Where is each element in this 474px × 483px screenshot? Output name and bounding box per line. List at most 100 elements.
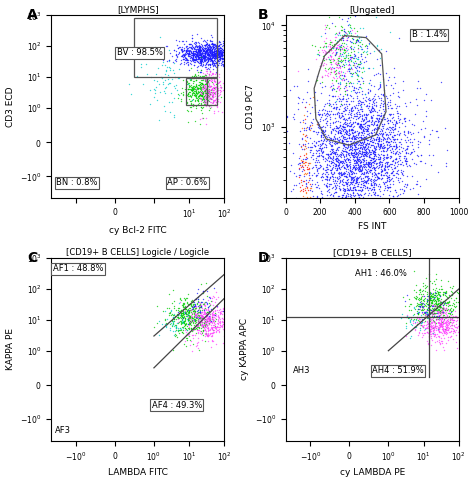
- Point: [346, 146, 353, 154]
- Point: [170, 331, 178, 339]
- Point: [205, 43, 212, 51]
- Point: [382, 178, 389, 186]
- Title: [LYMPHS]: [LYMPHS]: [117, 6, 159, 14]
- Point: [198, 57, 206, 65]
- Point: [392, 173, 400, 181]
- Point: [374, 121, 381, 129]
- Point: [197, 79, 205, 87]
- Point: [197, 53, 205, 61]
- Point: [350, 47, 357, 55]
- Point: [231, 62, 239, 70]
- Point: [402, 220, 410, 228]
- Point: [168, 299, 175, 307]
- Point: [345, 185, 352, 193]
- Point: [386, 155, 394, 162]
- Point: [446, 305, 453, 313]
- Point: [196, 314, 204, 322]
- Point: [367, 175, 374, 183]
- Point: [204, 314, 212, 322]
- Point: [370, 134, 377, 142]
- Point: [354, 38, 362, 45]
- Point: [362, 146, 369, 154]
- Point: [210, 57, 218, 64]
- Point: [189, 300, 197, 308]
- Point: [345, 149, 353, 157]
- Point: [208, 86, 215, 94]
- Point: [416, 183, 424, 190]
- Point: [168, 98, 176, 105]
- Point: [426, 325, 433, 332]
- Point: [182, 305, 190, 313]
- Point: [207, 47, 214, 55]
- Point: [334, 82, 341, 90]
- Point: [383, 186, 391, 194]
- Point: [212, 50, 219, 58]
- Point: [209, 33, 216, 41]
- Point: [207, 318, 215, 326]
- Point: [195, 73, 203, 81]
- Point: [202, 329, 210, 337]
- Point: [196, 318, 204, 326]
- Point: [167, 89, 175, 97]
- Point: [399, 189, 407, 197]
- Point: [332, 105, 340, 113]
- Point: [434, 308, 441, 316]
- Point: [368, 103, 376, 111]
- Point: [343, 173, 350, 181]
- Point: [378, 162, 386, 170]
- Point: [188, 41, 195, 49]
- Point: [188, 313, 196, 321]
- Text: B: B: [258, 8, 268, 22]
- Point: [180, 51, 187, 58]
- Point: [315, 51, 322, 58]
- Point: [373, 130, 381, 138]
- Point: [316, 151, 323, 159]
- Point: [331, 50, 339, 58]
- Point: [431, 302, 439, 310]
- Point: [438, 314, 445, 322]
- Point: [346, 37, 354, 45]
- Point: [206, 319, 213, 327]
- Point: [196, 57, 204, 65]
- Point: [206, 310, 213, 318]
- Point: [359, 151, 367, 158]
- Point: [200, 51, 207, 58]
- Point: [340, 39, 348, 47]
- Point: [351, 164, 359, 172]
- Point: [212, 69, 219, 76]
- Point: [202, 71, 210, 78]
- Point: [301, 155, 309, 163]
- Point: [328, 20, 336, 28]
- Point: [330, 103, 337, 111]
- Point: [455, 289, 463, 297]
- Point: [201, 45, 209, 53]
- Point: [208, 56, 216, 64]
- Point: [446, 328, 454, 336]
- Point: [347, 113, 355, 121]
- Point: [166, 309, 173, 317]
- Point: [449, 316, 456, 324]
- Point: [198, 46, 205, 54]
- Point: [231, 43, 238, 51]
- Point: [367, 132, 374, 140]
- Point: [209, 50, 217, 58]
- Point: [194, 295, 201, 302]
- Point: [299, 95, 306, 103]
- Point: [188, 331, 196, 339]
- Point: [327, 153, 334, 160]
- Point: [194, 295, 201, 302]
- Point: [162, 319, 169, 327]
- Point: [195, 305, 202, 313]
- Point: [377, 162, 384, 170]
- Point: [362, 179, 369, 186]
- Point: [210, 328, 218, 336]
- Point: [181, 51, 188, 58]
- Point: [333, 60, 341, 68]
- Point: [429, 326, 437, 334]
- Point: [203, 42, 210, 49]
- Point: [202, 306, 210, 313]
- Point: [392, 119, 400, 127]
- Point: [351, 199, 358, 207]
- Point: [341, 56, 349, 64]
- Point: [355, 165, 362, 172]
